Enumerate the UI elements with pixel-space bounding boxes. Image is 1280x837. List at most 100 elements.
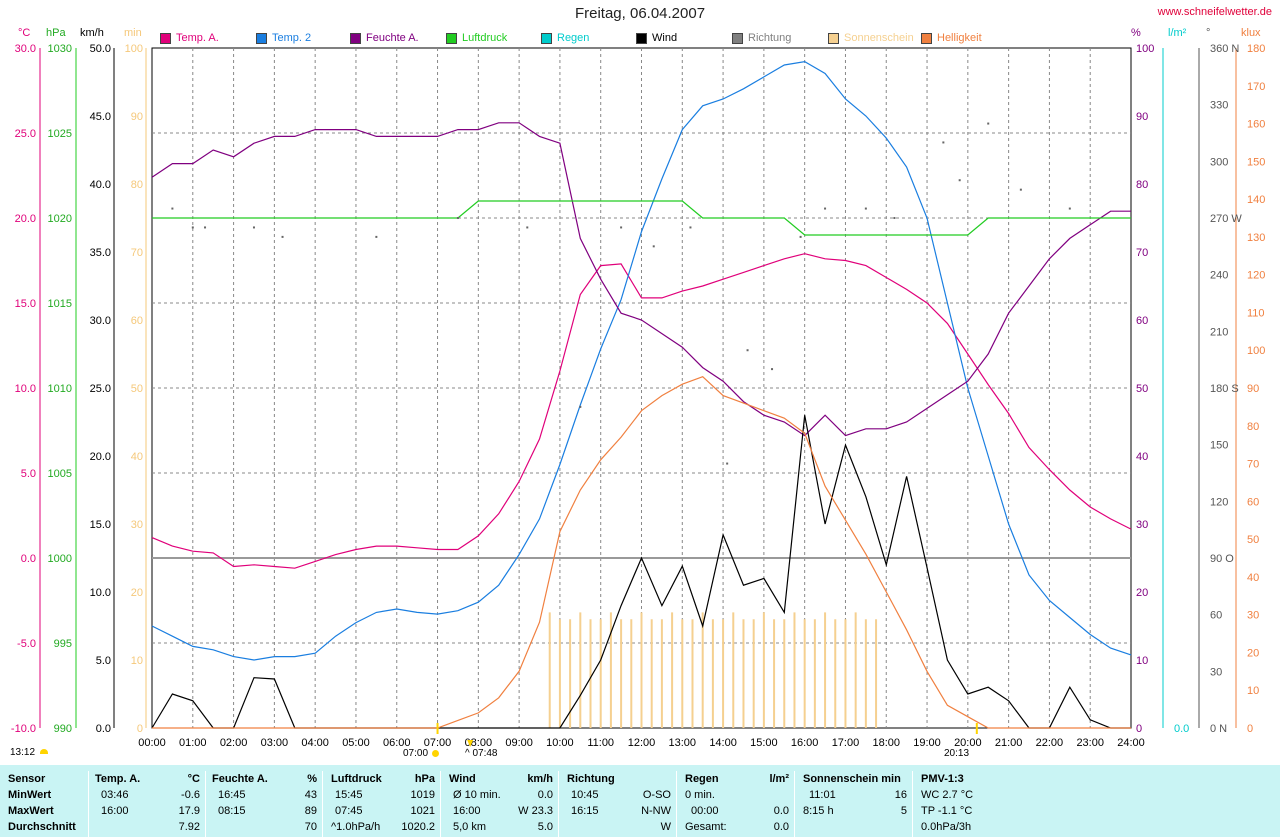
x-tick: 07:00	[424, 737, 452, 749]
direction-point	[824, 207, 827, 210]
rain-total-label: Gesamt:	[685, 821, 727, 833]
x-tick: 04:00	[301, 737, 329, 749]
rain-max-value: 0.0	[773, 805, 789, 817]
sun-tick: 0	[137, 723, 143, 735]
temp-tick: 15.0	[15, 298, 36, 310]
direction-tick: 360 N	[1210, 43, 1239, 55]
klux-tick: 60	[1247, 496, 1259, 508]
pmv-windchill: WC 2.7 °C	[921, 789, 974, 801]
footer-col-direction: Richtung 10:45 O-SO 16:15 N-NW W	[558, 771, 677, 837]
direction-tick: 0 N	[1210, 723, 1227, 735]
temp-tick: -5.0	[17, 638, 36, 650]
direction-point	[456, 217, 459, 219]
direction-tick: 210	[1210, 326, 1228, 338]
temp-unit-label: °C	[187, 773, 200, 785]
humidity-tick: 70	[1136, 247, 1148, 259]
sun-tick: 100	[125, 43, 143, 55]
footer-col-rain: Regen l/m² 0 min. 00:00 0.0 Gesamt: 0.0	[676, 771, 795, 837]
humidity-tick: 60	[1136, 315, 1148, 327]
x-tick: 09:00	[505, 737, 533, 749]
direction-max-time: 16:15	[571, 805, 599, 817]
direction-point	[893, 217, 896, 219]
legend-label: Sonnenschein	[844, 32, 914, 44]
temp-tick: -10.0	[11, 723, 36, 735]
humidity-min-time: 16:45	[218, 789, 246, 801]
legend-item: Regen	[541, 31, 589, 45]
wind-min-value: 0.0	[537, 789, 553, 801]
humidity-tick: 50	[1136, 383, 1148, 395]
footer-col-humidity: Feuchte A.% 16:45 43 08:15 89 70	[205, 771, 323, 837]
legend-item: Wind	[636, 31, 677, 45]
klux-tick: 70	[1247, 459, 1259, 471]
sun-unit: min	[124, 27, 142, 39]
pmv-dewpoint: TP -1.1 °C	[921, 805, 973, 817]
weather-chart: 30.025.020.015.010.05.00.0-5.0-10.010301…	[11, 43, 1265, 749]
sun-tick: 10	[131, 655, 143, 667]
sun-tick: 90	[131, 111, 143, 123]
sunrise-label: 07:00	[403, 748, 429, 759]
wind-tick: 25.0	[90, 383, 111, 395]
legend-label: Temp. A.	[176, 32, 219, 44]
humidity-tick: 100	[1136, 43, 1154, 55]
direction-point	[579, 405, 582, 408]
x-tick: 13:00	[669, 737, 697, 749]
pressure-header: Luftdruck	[331, 773, 382, 785]
direction-point	[771, 368, 774, 371]
website-link[interactable]: www.schneifelwetter.de	[1157, 6, 1272, 18]
x-tick: 16:00	[791, 737, 819, 749]
wind-tick: 40.0	[90, 179, 111, 191]
direction-point	[204, 226, 207, 229]
row-label-max: MaxWert	[8, 805, 54, 817]
x-tick: 23:00	[1076, 737, 1104, 749]
direction-point	[652, 245, 655, 248]
pressure-unit: hPa	[46, 27, 66, 39]
pressure-avg-value: 1020.2	[401, 821, 435, 833]
wind-tick: 50.0	[90, 43, 111, 55]
sun-icon	[40, 749, 48, 754]
legend-item: Feuchte A.	[350, 31, 419, 45]
pmv-pressure-trend: 0.0hPa/3h	[921, 821, 972, 833]
highlight-label: ^ 07:48	[465, 748, 498, 759]
legend-swatch	[732, 32, 743, 44]
pressure-max-time: 07:45	[335, 805, 363, 817]
klux-tick: 20	[1247, 647, 1259, 659]
sunrise-icon	[432, 750, 439, 757]
pressure-tick: 1010	[48, 383, 72, 395]
temp-tick: 30.0	[15, 43, 36, 55]
legend-label: Luftdruck	[462, 32, 508, 44]
direction-point	[526, 226, 529, 229]
wind-tick: 30.0	[90, 315, 111, 327]
humidity-unit-label: %	[307, 773, 317, 785]
direction-max-value: N-NW	[641, 805, 671, 817]
legend-swatch	[636, 32, 647, 44]
temp-min-time: 03:46	[101, 789, 129, 801]
sunshine-max-value: 16	[894, 789, 907, 801]
sun-tick: 70	[131, 247, 143, 259]
sun-tick: 20	[131, 587, 143, 599]
pressure-tick: 1025	[48, 128, 72, 140]
rain-duration: 0 min.	[685, 789, 715, 801]
legend-swatch	[921, 32, 932, 44]
sun-tick: 30	[131, 519, 143, 531]
klux-unit: klux	[1241, 27, 1261, 39]
legend-label: Wind	[652, 32, 678, 44]
direction-point	[689, 226, 692, 229]
direction-point	[252, 226, 255, 229]
legend-swatch	[541, 32, 552, 44]
temp-tick: 5.0	[21, 468, 36, 480]
footer-col-pmv: PMV-1:3 WC 2.7 °C TP -1.1 °C 0.0hPa/3h	[912, 771, 1031, 837]
legend-item: Luftdruck	[446, 31, 507, 45]
legend-label: Feuchte A.	[366, 32, 419, 44]
legend-swatch	[828, 32, 839, 44]
rain-unit: l/m²	[1168, 27, 1187, 39]
rain-unit-label: l/m²	[769, 773, 789, 785]
temp-avg-value: 7.92	[178, 821, 200, 833]
direction-point	[281, 235, 284, 238]
time-label: 13:12	[10, 747, 36, 758]
pressure-unit-label: hPa	[414, 773, 435, 785]
klux-tick: 110	[1247, 307, 1265, 319]
sensor-header: Sensor	[8, 773, 46, 785]
temp-unit: °C	[18, 27, 31, 39]
klux-tick: 50	[1247, 534, 1259, 546]
direction-point	[1019, 188, 1022, 191]
